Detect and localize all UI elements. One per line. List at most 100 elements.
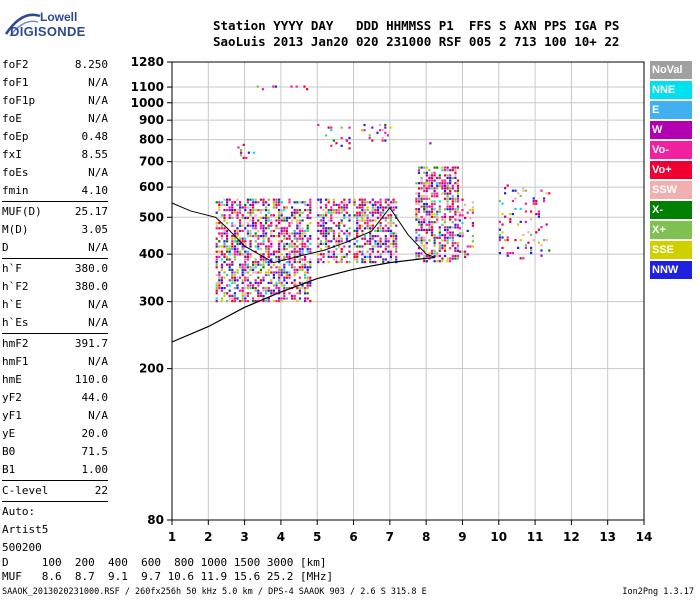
echo-point	[252, 206, 255, 209]
echo-point	[356, 253, 359, 256]
echo-point	[338, 209, 341, 212]
echo-point	[456, 179, 460, 182]
echo-point	[446, 197, 449, 200]
echo-point	[309, 198, 312, 201]
echo-point	[382, 227, 385, 230]
echo-point	[369, 258, 372, 261]
echo-point	[417, 239, 421, 242]
echo-point	[387, 214, 390, 217]
echo-point	[332, 203, 335, 206]
echo-point	[267, 250, 270, 253]
echo-point	[425, 179, 428, 182]
echo-point	[517, 246, 520, 249]
echo-point	[433, 215, 436, 219]
echo-point	[228, 266, 231, 269]
echo-point	[449, 189, 452, 193]
echo-point	[387, 261, 390, 264]
echo-point	[446, 182, 449, 185]
echo-point	[371, 227, 374, 230]
echo-point	[319, 229, 322, 232]
echo-point	[384, 240, 387, 243]
echo-point	[236, 232, 239, 235]
echo-point	[417, 197, 421, 200]
param-value: 3.05	[81, 223, 109, 236]
echo-point	[353, 242, 356, 245]
echo-point	[358, 227, 361, 230]
echo-point	[340, 255, 343, 258]
echo-point	[293, 281, 296, 284]
echo-point	[223, 287, 226, 290]
echo-point	[466, 211, 469, 214]
echo-point	[262, 242, 265, 245]
echo-point	[506, 254, 509, 257]
echo-point	[433, 187, 436, 190]
echo-point	[446, 187, 449, 190]
echo-point	[233, 237, 236, 240]
echo-point	[361, 216, 364, 219]
echo-point	[236, 214, 239, 217]
echo-point	[443, 189, 447, 193]
echo-point	[436, 236, 439, 239]
echo-point	[522, 233, 525, 236]
echo-point	[226, 250, 229, 253]
echo-point	[298, 292, 301, 295]
echo-point	[233, 224, 236, 227]
echo-point	[545, 192, 548, 195]
echo-point	[241, 253, 244, 256]
logo-digisonde: DIGISONDE	[10, 24, 86, 39]
echo-point	[242, 143, 245, 146]
echo-point	[423, 184, 426, 187]
echo-point	[361, 253, 364, 256]
echo-point	[379, 203, 382, 206]
echo-point	[449, 208, 452, 211]
echo-point	[332, 250, 335, 253]
echo-point	[236, 268, 239, 271]
echo-point	[231, 274, 234, 277]
echo-point	[430, 176, 434, 180]
echo-point	[330, 219, 333, 222]
echo-point	[514, 197, 517, 200]
echo-point	[382, 242, 385, 245]
echo-point	[436, 213, 439, 216]
echo-point	[325, 235, 328, 238]
param-row-b1: B1 1.00	[2, 461, 108, 479]
echo-point	[285, 232, 288, 235]
echo-point	[246, 206, 249, 209]
echo-point	[338, 206, 341, 209]
echo-point	[293, 232, 296, 235]
echo-point	[469, 245, 472, 248]
echo-point	[454, 197, 457, 200]
echo-point	[280, 219, 283, 222]
echo-point	[454, 210, 457, 213]
echo-point	[345, 235, 348, 238]
echo-point	[247, 151, 250, 154]
echo-point	[443, 215, 447, 219]
echo-point	[306, 284, 309, 287]
echo-point	[239, 253, 242, 256]
param-label: D	[2, 241, 9, 254]
echo-point	[389, 126, 392, 129]
echo-point	[249, 266, 252, 269]
echo-point	[278, 211, 281, 214]
echo-point	[231, 279, 234, 282]
echo-point	[356, 250, 359, 253]
echo-point	[249, 268, 252, 271]
echo-point	[275, 284, 278, 287]
echo-point	[420, 176, 423, 180]
echo-point	[382, 211, 385, 214]
echo-point	[244, 227, 247, 230]
echo-point	[239, 219, 242, 222]
echo-point	[298, 255, 301, 258]
echo-point	[420, 197, 423, 200]
echo-point	[456, 197, 460, 200]
echo-point	[361, 219, 364, 222]
muf-table: D 100 200 400 600 800 1000 1500 3000 [km…	[2, 556, 333, 584]
echo-point	[332, 255, 335, 258]
echo-point	[387, 222, 390, 225]
echo-point	[425, 210, 428, 213]
echo-point	[272, 214, 275, 217]
echo-point	[451, 257, 454, 260]
echo-point	[285, 271, 288, 274]
echo-point	[376, 216, 380, 219]
echo-point	[285, 297, 288, 300]
